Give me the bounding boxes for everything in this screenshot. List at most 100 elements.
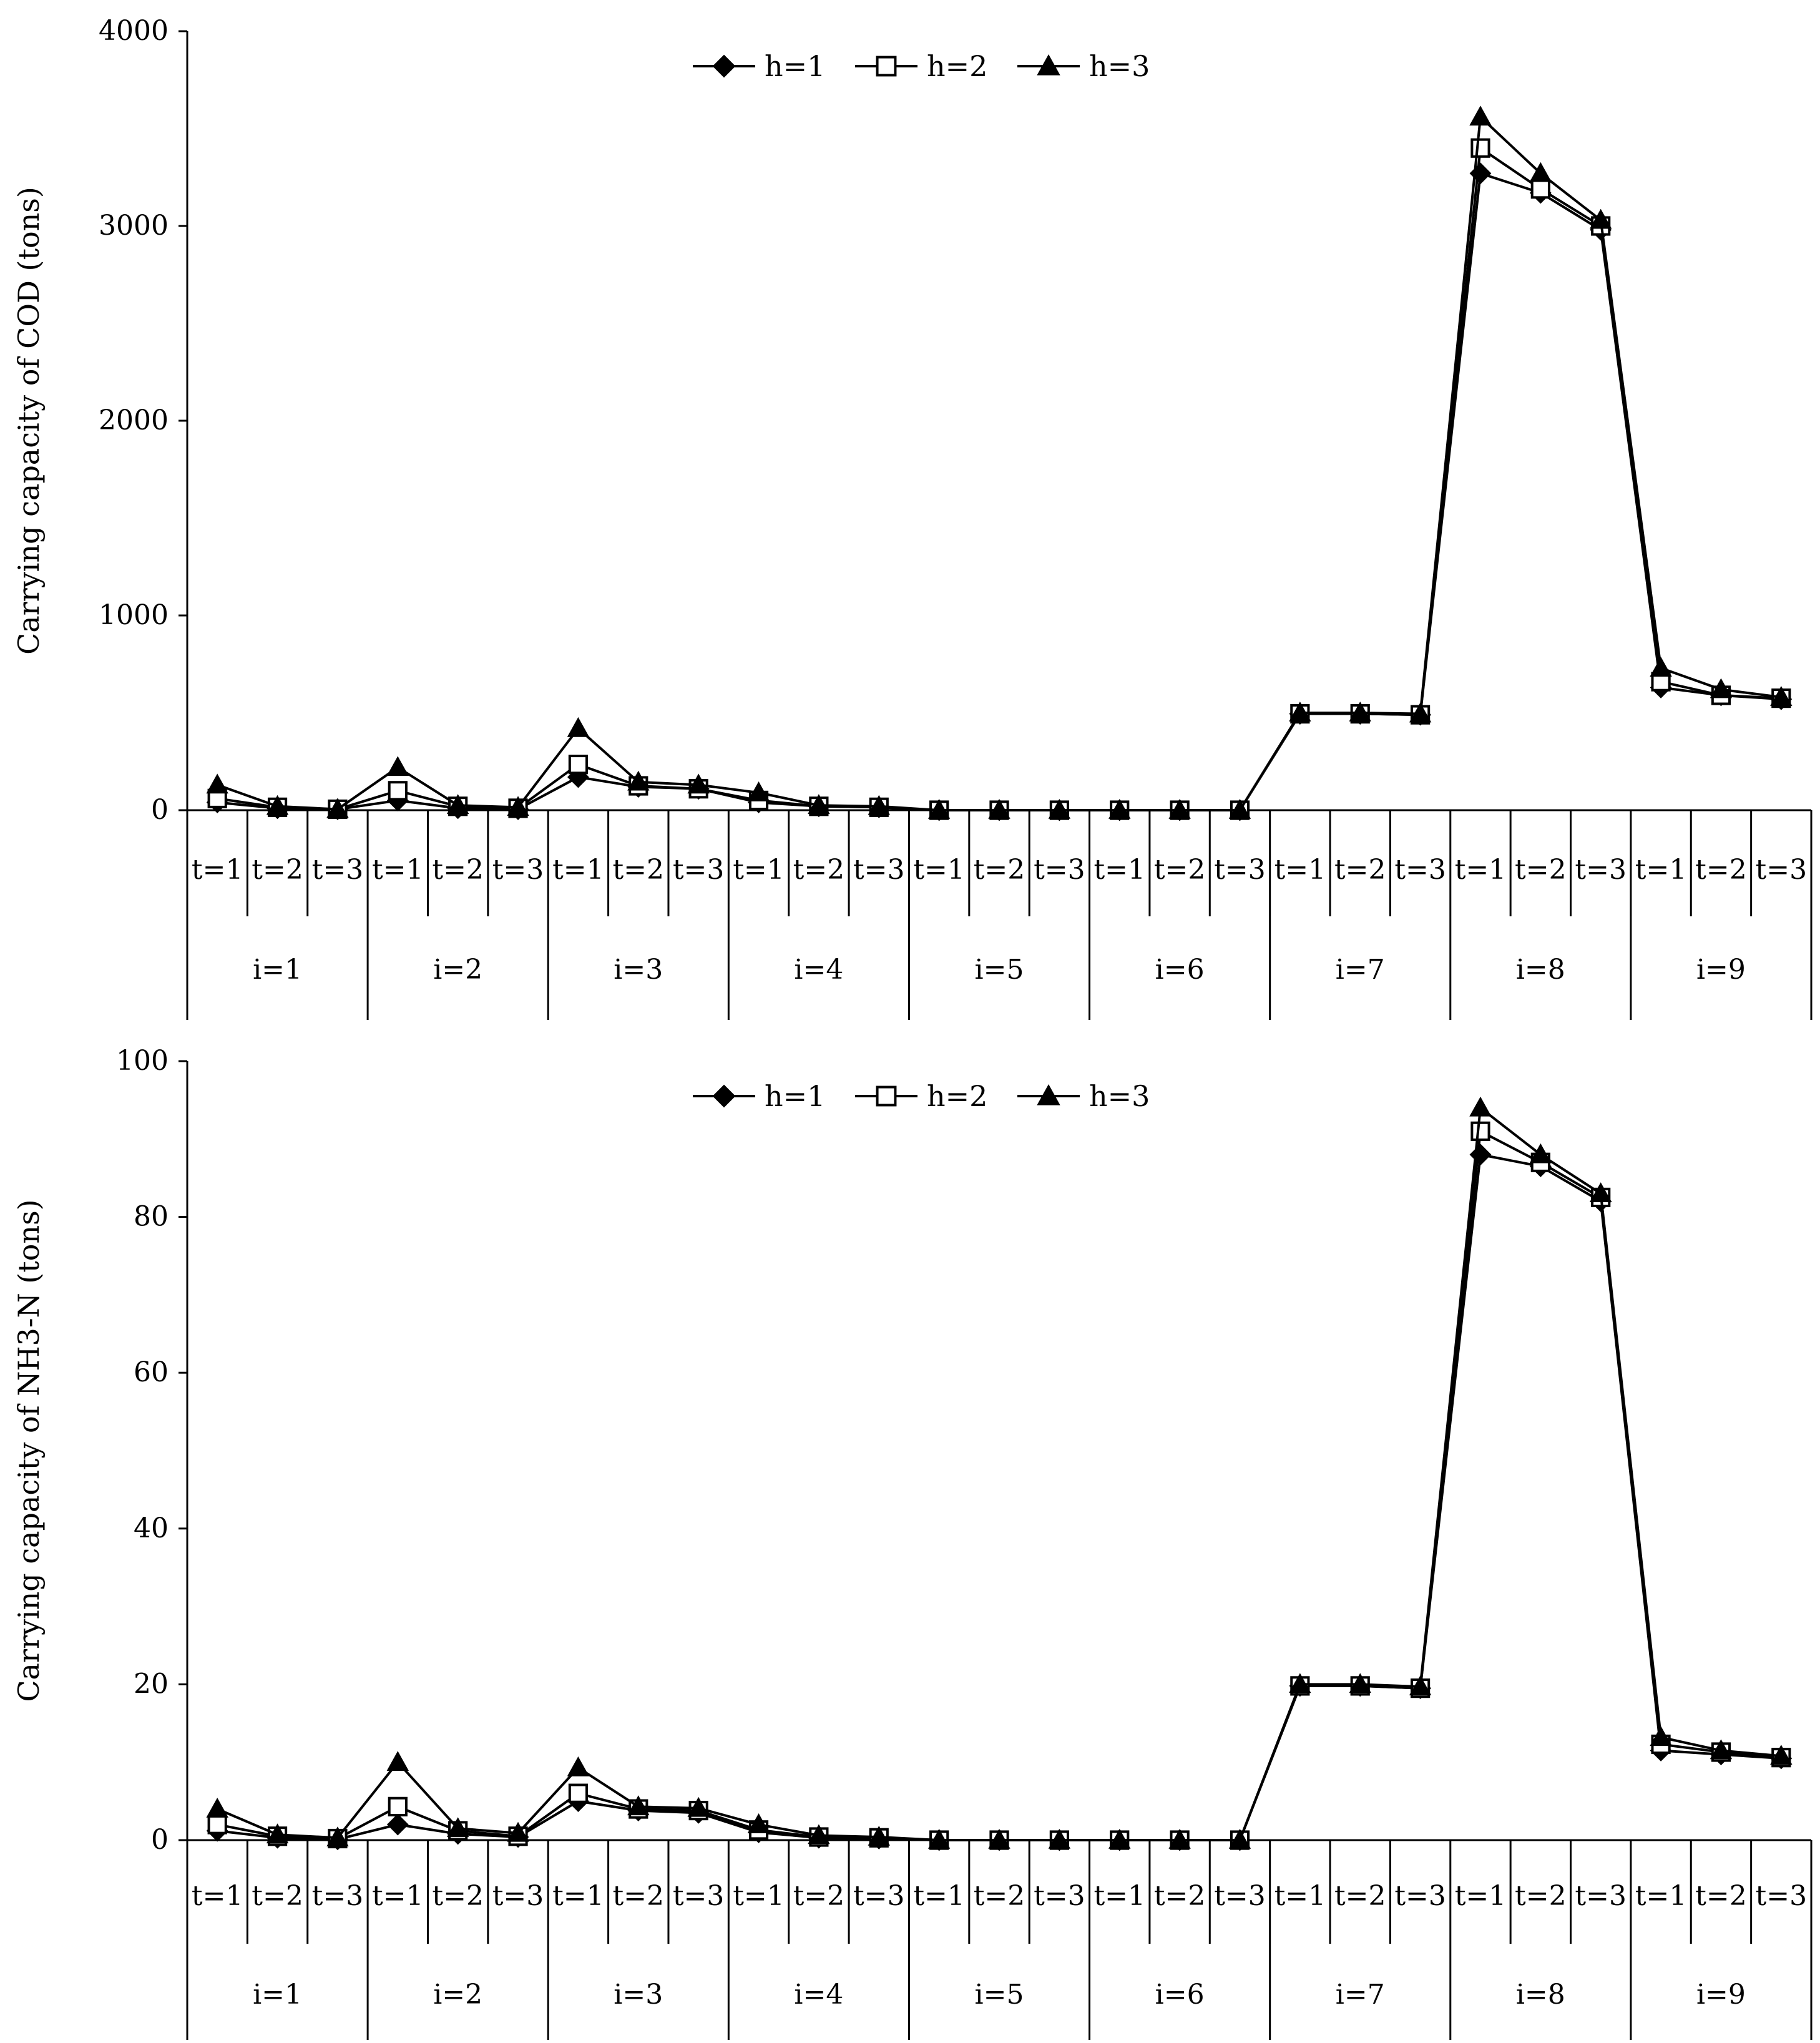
x-tick-label-period: t=2 — [432, 1880, 484, 1912]
data-point — [446, 794, 469, 814]
legend-marker — [1037, 54, 1060, 76]
x-tick-label-period: t=3 — [1394, 1880, 1446, 1912]
data-point — [687, 1796, 710, 1817]
data-point — [1590, 1182, 1612, 1202]
x-tick-label-period: t=1 — [192, 1880, 243, 1912]
x-tick-label-group: i=2 — [433, 1979, 482, 2011]
data-point — [1048, 1828, 1071, 1849]
x-tick-label-group: i=3 — [614, 954, 663, 986]
x-tick-label-period: t=3 — [1756, 854, 1808, 886]
x-tick-label-period: t=2 — [613, 1880, 665, 1912]
x-tick-label-group: i=9 — [1696, 1979, 1746, 2011]
legend-label: h=3 — [1089, 49, 1150, 83]
x-tick-label-period: t=1 — [913, 854, 965, 886]
x-tick-label-group: i=3 — [614, 1979, 663, 2011]
x-tick-label-period: t=1 — [733, 854, 785, 886]
series-h=2 — [207, 138, 1791, 820]
x-tick-label-period: t=3 — [492, 854, 544, 886]
data-point — [747, 1813, 770, 1833]
y-tick-label: 40 — [134, 1512, 169, 1544]
y-tick-label: 2000 — [99, 404, 169, 436]
x-tick-label-group: i=2 — [433, 954, 482, 986]
legend-marker — [876, 56, 897, 77]
x-tick-label-period: t=3 — [312, 854, 364, 886]
x-tick-label-group: i=4 — [794, 954, 843, 986]
series-h=2 — [207, 1121, 1791, 1850]
data-point — [1409, 1675, 1432, 1695]
data-point — [326, 798, 349, 818]
y-tick-label: 0 — [151, 794, 169, 826]
data-point — [386, 1813, 409, 1836]
x-tick-label-period: t=2 — [1695, 1880, 1747, 1912]
data-point — [1349, 701, 1371, 722]
data-point — [507, 1821, 529, 1842]
series-line — [217, 1105, 1781, 1841]
data-point — [446, 1817, 469, 1838]
data-point — [568, 755, 589, 775]
x-tick-label-period: t=3 — [1214, 1880, 1266, 1912]
y-tick-label: 100 — [116, 1045, 169, 1077]
x-tick-label-group: i=9 — [1696, 954, 1746, 986]
x-tick-label-period: t=1 — [1274, 1880, 1326, 1912]
data-point — [1710, 678, 1733, 698]
data-point — [1650, 1726, 1672, 1747]
data-point — [1710, 1739, 1733, 1760]
data-point — [386, 756, 409, 777]
x-tick-label-period: t=3 — [673, 1880, 725, 1912]
data-point — [627, 1795, 650, 1816]
data-point — [1168, 1828, 1191, 1849]
x-tick-label-period: t=2 — [252, 1880, 303, 1912]
x-tick-label-period: t=2 — [793, 854, 845, 886]
x-tick-label-group: i=4 — [794, 1979, 843, 2011]
x-tick-label-group: i=6 — [1155, 954, 1205, 986]
y-tick-label: 0 — [151, 1824, 169, 1856]
data-point — [568, 1783, 589, 1803]
x-tick-label-group: i=6 — [1155, 1979, 1205, 2011]
x-tick-label-period: t=3 — [853, 854, 905, 886]
data-point — [1228, 798, 1251, 819]
data-point — [388, 781, 408, 801]
legend-label: h=3 — [1089, 1079, 1150, 1113]
x-tick-label-period: t=1 — [1093, 1880, 1145, 1912]
x-tick-label-period: t=1 — [1635, 854, 1687, 886]
x-tick-label-period: t=1 — [1455, 854, 1507, 886]
x-tick-label-period: t=1 — [1093, 854, 1145, 886]
chart-panel-2: 0 20 40 60 80 100 Carrying capacity of NH3-N (… — [12, 1045, 1813, 2040]
series-line — [217, 114, 1782, 811]
data-point — [206, 773, 228, 794]
x-tick-label-period: t=3 — [1575, 854, 1627, 886]
x-tick-label-group: i=7 — [1336, 954, 1385, 986]
data-point — [1048, 798, 1071, 819]
x-tick-label-period: t=3 — [1034, 854, 1085, 886]
x-tick-label-period: t=2 — [1334, 854, 1386, 886]
data-point — [386, 1751, 409, 1771]
data-point — [1108, 1828, 1131, 1849]
legend-label: h=2 — [927, 1079, 987, 1113]
x-tick-label-period: t=3 — [1214, 854, 1266, 886]
data-point — [868, 1825, 890, 1846]
x-tick-label-period: t=3 — [1575, 1880, 1627, 1912]
data-point — [1289, 1673, 1311, 1693]
data-point — [1469, 1144, 1492, 1166]
data-point — [927, 798, 951, 819]
data-point — [567, 717, 590, 737]
data-point — [1469, 1096, 1492, 1117]
data-point — [1770, 1745, 1793, 1765]
chart-panel-1: 0 1000 2000 3000 4000 Carrying capacity of CO… — [12, 15, 1813, 1020]
series-line — [217, 172, 1781, 811]
data-point — [1529, 1143, 1552, 1164]
x-tick-label-group: i=5 — [975, 1979, 1024, 2011]
x-tick-label-period: t=2 — [1515, 1880, 1567, 1912]
legend-marker — [876, 1085, 897, 1107]
y-tick-label: 20 — [134, 1668, 169, 1700]
x-tick-label-group: i=5 — [975, 954, 1024, 986]
data-point — [1770, 685, 1793, 706]
x-tick-label-period: t=3 — [1034, 1880, 1085, 1912]
data-point — [1650, 657, 1672, 677]
data-point — [1108, 798, 1131, 819]
x-tick-label-period: t=1 — [1274, 854, 1326, 886]
data-point — [1470, 138, 1490, 158]
y-tick-label: 1000 — [99, 599, 169, 631]
